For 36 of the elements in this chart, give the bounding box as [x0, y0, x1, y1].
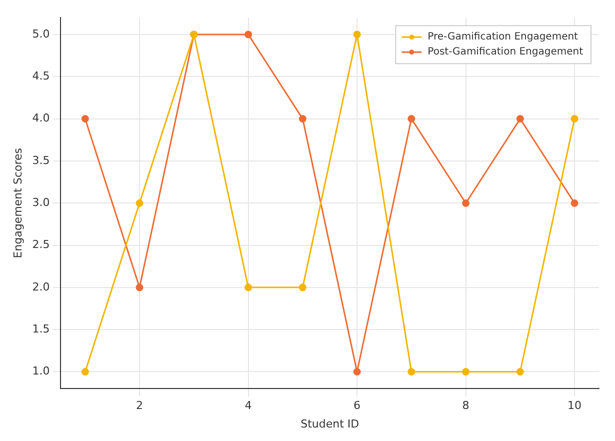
point: [353, 368, 361, 376]
y-tick-label: 2.5: [32, 238, 50, 252]
point: [136, 199, 144, 207]
point: [462, 199, 470, 207]
point: [570, 199, 578, 207]
x-axis-title: Student ID: [300, 417, 360, 430]
point: [516, 115, 524, 123]
y-tick-label: 2.0: [32, 280, 50, 294]
point: [81, 368, 89, 376]
point: [244, 30, 252, 38]
x-tick-label: 2: [136, 399, 144, 412]
point: [136, 284, 144, 292]
point: [244, 284, 252, 292]
point: [298, 115, 306, 123]
y-tick-label: 4.5: [32, 69, 50, 82]
legend-label: Pre-Gamification Engagement: [428, 32, 578, 43]
y-tick-label: 3.0: [32, 196, 50, 209]
y-tick-label: 1.5: [32, 322, 50, 336]
y-axis-title: Engagement Scores: [11, 148, 24, 258]
point: [353, 30, 361, 38]
y-tick-label: 1.0: [32, 364, 50, 378]
point: [570, 115, 578, 123]
x-tick-label: 10: [568, 399, 582, 412]
point: [408, 115, 416, 123]
x-tick-label: 4: [244, 399, 252, 412]
point: [81, 115, 89, 123]
point: [516, 368, 524, 376]
y-tick-label: 5.0: [32, 27, 50, 40]
legend-label: Post-Gamification Engagement: [428, 46, 584, 58]
point: [298, 284, 306, 292]
point: [462, 368, 470, 376]
y-tick-label: 4.0: [32, 112, 50, 125]
x-tick-label: 8: [462, 399, 470, 412]
x-tick-label: 6: [354, 399, 361, 412]
point: [408, 368, 416, 376]
y-tick-label: 3.5: [32, 154, 50, 167]
